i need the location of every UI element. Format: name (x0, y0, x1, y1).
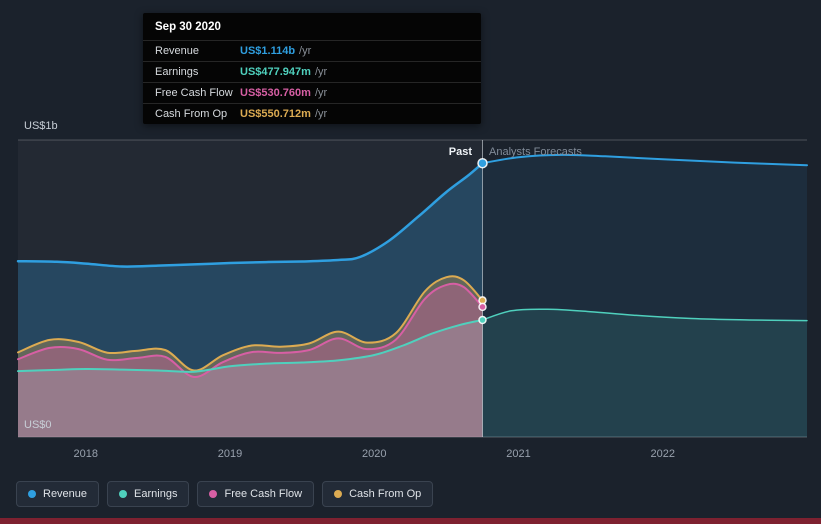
cash-from-op-area-past (18, 276, 483, 437)
tooltip-value: US$477.947m (240, 66, 311, 78)
y-axis-label-top: US$1b (24, 120, 58, 132)
tooltip-row-cash-from-op: Cash From Op US$550.712m /yr (143, 103, 481, 124)
free-cash-flow-line (17, 282, 484, 379)
x-tick-2022: 2022 (651, 448, 675, 460)
x-tick-2019: 2019 (218, 448, 242, 460)
tooltip-row-earnings: Earnings US$477.947m /yr (143, 61, 481, 82)
earnings-marker-dot[interactable] (478, 315, 487, 325)
earnings-area-forecast (482, 309, 807, 437)
free-cash-flow-dot-icon (209, 490, 218, 498)
legend-label: Free Cash Flow (224, 488, 303, 500)
x-tick-2020: 2020 (362, 448, 386, 460)
legend-label: Cash From Op (349, 488, 422, 500)
tooltip-suffix: /yr (314, 87, 328, 99)
earnings-line (17, 319, 484, 373)
y-axis-label-bottom: US$0 (24, 419, 52, 431)
legend-label: Revenue (43, 488, 88, 500)
legend-item-earnings[interactable]: Earnings (107, 481, 190, 507)
tooltip: Sep 30 2020 Revenue US$1.114b /yr Earnin… (143, 13, 481, 124)
earnings-area-past (18, 320, 483, 437)
cash-from-op-dot-icon (334, 490, 343, 498)
cash-from-op-line (17, 275, 484, 372)
legend-label: Earnings (134, 488, 178, 500)
revenue-dot-icon (28, 490, 36, 498)
legend: Revenue Earnings Free Cash Flow Cash Fro… (16, 481, 434, 507)
tooltip-row-free-cash-flow: Free Cash Flow US$530.760m /yr (143, 82, 481, 103)
legend-item-free-cash-flow[interactable]: Free Cash Flow (197, 481, 315, 507)
tooltip-suffix: /yr (314, 108, 328, 120)
tooltip-label: Cash From Op (155, 108, 228, 120)
free-cash-flow-area-past (18, 283, 483, 437)
legend-item-cash-from-op[interactable]: Cash From Op (322, 481, 434, 507)
tooltip-label: Earnings (155, 66, 199, 78)
tooltip-label: Revenue (155, 45, 200, 57)
revenue-line (16, 161, 484, 268)
tooltip-value: US$1.114b (240, 45, 296, 57)
legend-item-revenue[interactable]: Revenue (16, 481, 100, 507)
tooltip-suffix: /yr (314, 66, 328, 78)
revenue-marker-dot[interactable] (477, 157, 488, 169)
x-tick-2021: 2021 (506, 448, 530, 460)
past-annotation: Past (448, 146, 472, 158)
x-tick-2018: 2018 (74, 448, 98, 460)
tooltip-value: US$550.712m (240, 108, 311, 120)
earnings-dot-icon (119, 490, 128, 498)
tooltip-value: US$530.760m (240, 87, 311, 99)
forecast-annotation: Analysts Forecasts (489, 146, 582, 158)
tooltip-date: Sep 30 2020 (155, 21, 221, 33)
earnings-line-forecast (481, 308, 808, 322)
free-cash-flow-marker-dot[interactable] (478, 302, 487, 312)
tooltip-suffix: /yr (299, 45, 312, 57)
revenue-area-past (18, 163, 483, 437)
revenue-line-forecast (481, 153, 808, 167)
tooltip-row-revenue: Revenue US$1.114b /yr (143, 40, 481, 61)
revenue-area-forecast (482, 154, 807, 438)
bottom-accent-bar (0, 518, 821, 524)
tooltip-label: Free Cash Flow (155, 87, 233, 99)
